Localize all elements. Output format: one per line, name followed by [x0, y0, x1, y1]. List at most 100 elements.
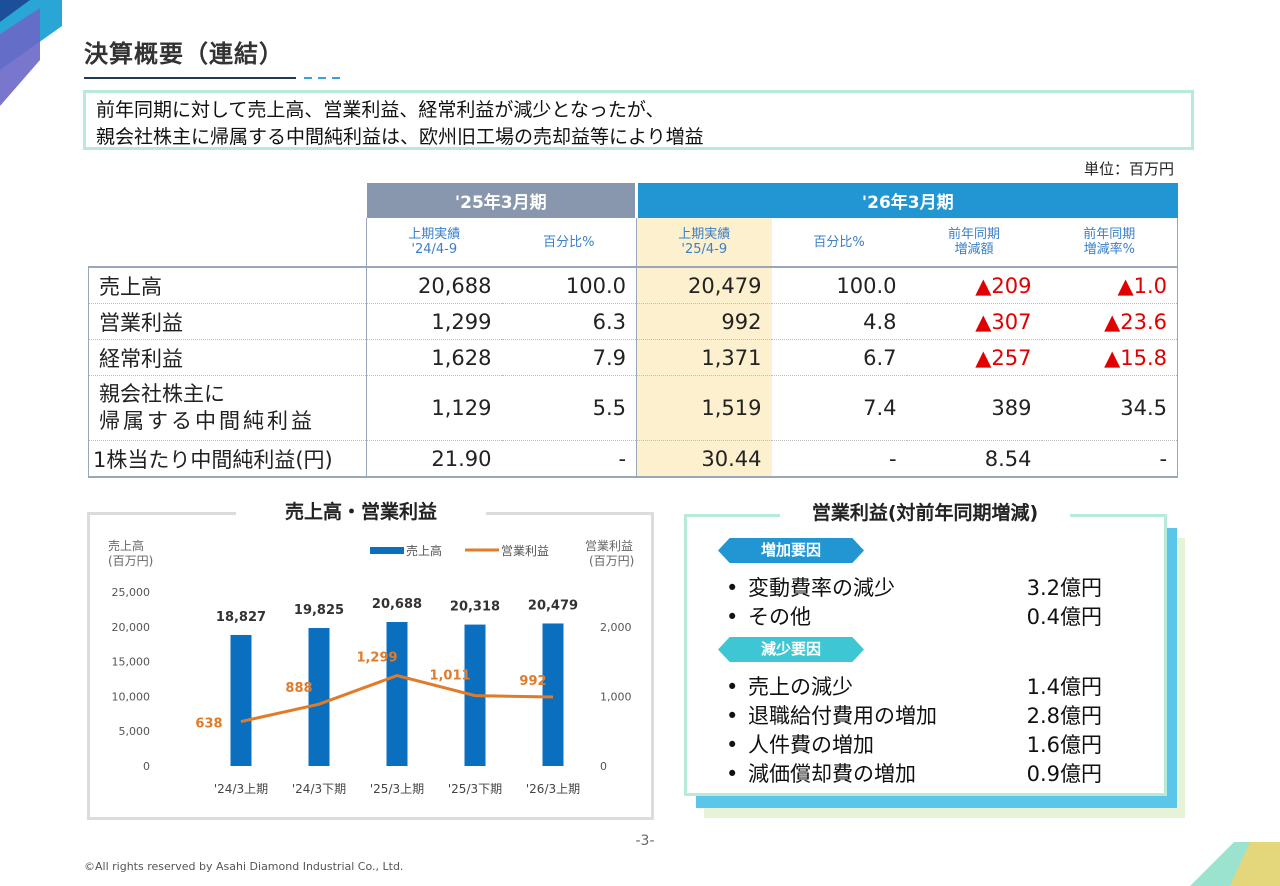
table-row: 1株当たり中間純利益(円) 21.90 - 30.44 - 8.54 - [88, 440, 1179, 478]
cell-prev: 21.90 [366, 440, 502, 478]
cell-prev-pct: 5.5 [501, 375, 637, 441]
x-tick-label: '24/3上期 [214, 782, 268, 796]
table-row: 経常利益 1,628 7.9 1,371 6.7 ▲257 ▲15.8 [88, 339, 1179, 376]
cell-prev-pct: 7.9 [501, 339, 637, 376]
cell-curr: 30.44 [636, 440, 772, 478]
col-curr-pct: 百分比% [771, 218, 907, 268]
cell-diff: ▲257 [906, 339, 1042, 376]
cell-curr-pct: - [771, 440, 907, 478]
period-curr-header: '26年3月期 [635, 183, 1178, 218]
list-item: • 変動費率の減少 3.2億円 [726, 576, 1102, 600]
copyright-notice: ©All rights reserved by Asahi Diamond In… [84, 860, 404, 873]
cell-prev-pct: 6.3 [501, 303, 637, 340]
cell-prev-pct: - [501, 440, 637, 478]
operating-profit-line [240, 674, 554, 724]
cell-prev-pct: 100.0 [501, 267, 637, 304]
y-left-tick-label: 25,000 [112, 586, 151, 599]
row-label: 1株当たり中間純利益(円) [88, 440, 367, 478]
sales-bar-label: 18,827 [216, 610, 266, 625]
x-tick-label: '24/3下期 [292, 782, 346, 796]
summary-line-2: 親会社株主に帰属する中間純利益は、欧州旧工場の売却益等により増益 [96, 126, 704, 148]
row-label: 売上高 [88, 267, 367, 304]
profit-point-label: 992 [519, 674, 546, 689]
profit-point-label: 638 [195, 717, 222, 732]
cell-curr: 992 [636, 303, 772, 340]
y-right-tick-label: 0 [600, 760, 607, 773]
cell-diff: 8.54 [906, 440, 1042, 478]
y-left-tick-label: 15,000 [112, 656, 151, 669]
list-item: • 売上の減少 1.4億円 [726, 675, 1102, 699]
y-right-tick-label: 1,000 [600, 690, 632, 703]
col-prev-actual: 上期実績 '24/4-9 [366, 218, 502, 268]
period-prev-header: '25年3月期 [366, 183, 637, 218]
sales-bar-label: 19,825 [294, 603, 344, 618]
legend-label-sales: 売上高 [406, 543, 442, 558]
cell-diff: ▲307 [906, 303, 1042, 340]
y-left-tick-label: 20,000 [112, 621, 151, 634]
list-item: • 人件費の増加 1.6億円 [726, 733, 1102, 757]
legend-label-profit: 営業利益 [501, 544, 549, 558]
cell-curr: 20,479 [636, 267, 772, 304]
list-item: • 減価償却費の増加 0.9億円 [726, 762, 1102, 786]
summary-box: 前年同期に対して売上高、営業利益、経常利益が減少となったが、 親会社株主に帰属す… [83, 90, 1194, 150]
y-left-tick-label: 5,000 [119, 725, 151, 738]
sales-bar [308, 628, 330, 766]
table-row: 営業利益 1,299 6.3 992 4.8 ▲307 ▲23.6 [88, 303, 1179, 340]
sales-bar [542, 623, 564, 766]
profit-point-label: 1,011 [429, 669, 470, 684]
y-axis-left-unit: (百万円) [108, 554, 153, 568]
title-underline [84, 77, 296, 79]
table-row: 親会社株主に 帰属する中間純利益 1,129 5.5 1,519 7.4 389 … [88, 375, 1179, 441]
x-tick-label: '25/3下期 [448, 782, 502, 796]
page-title: 決算概要（連結） [84, 40, 284, 68]
row-label: 営業利益 [88, 303, 367, 340]
y-left-tick-label: 0 [143, 760, 150, 773]
col-diff: 前年同期 増減額 [906, 218, 1042, 268]
unit-label: 単位：百万円 [1083, 160, 1174, 178]
cell-curr-pct: 7.4 [771, 375, 907, 441]
sales-bar [386, 622, 408, 766]
col-rate: 前年同期 増減率% [1041, 218, 1179, 268]
table-header-period-row: '25年3月期 '26年3月期 [89, 183, 1178, 218]
col-prev-pct: 百分比% [501, 218, 637, 268]
results-table: '25年3月期 '26年3月期 上期実績 '24/4-9 百分比% 上期実績 '25… [88, 183, 1179, 478]
summary-line-1: 前年同期に対して売上高、営業利益、経常利益が減少となったが、 [96, 99, 665, 121]
col-curr-actual: 上期実績 '25/4-9 [636, 218, 772, 268]
y-axis-right-label: 営業利益 [585, 539, 633, 553]
cell-rate: ▲23.6 [1041, 303, 1179, 340]
row-label: 親会社株主に 帰属する中間純利益 [88, 375, 367, 441]
legend-swatch-sales [370, 547, 404, 554]
cell-rate: ▲15.8 [1041, 339, 1179, 376]
cell-diff: ▲209 [906, 267, 1042, 304]
cell-rate: - [1041, 440, 1179, 478]
x-tick-label: '25/3上期 [370, 782, 424, 796]
cell-prev: 1,299 [366, 303, 502, 340]
cell-diff: 389 [906, 375, 1042, 441]
cell-rate: ▲1.0 [1041, 267, 1179, 304]
cell-curr-pct: 6.7 [771, 339, 907, 376]
sales-bar-label: 20,688 [372, 597, 422, 612]
cell-prev: 1,129 [366, 375, 502, 441]
sales-profit-chart: 売上高(百万円)営業利益(百万円)05,00010,00015,00020,00… [108, 538, 634, 796]
x-tick-label: '26/3上期 [526, 782, 580, 796]
y-axis-left-label: 売上高 [108, 538, 144, 553]
sales-bar-label: 20,318 [450, 600, 500, 615]
table-row: 売上高 20,688 100.0 20,479 100.0 ▲209 ▲1.0 [88, 267, 1179, 304]
chart-title: 売上高・営業利益 [236, 497, 486, 524]
sales-bar [230, 634, 252, 766]
table-header-columns-row: 上期実績 '24/4-9 百分比% 上期実績 '25/4-9 百分比% 前年同期 増減… [88, 218, 1179, 268]
sales-bar-label: 20,479 [528, 598, 578, 613]
y-right-tick-label: 2,000 [600, 621, 632, 634]
cell-prev: 1,628 [366, 339, 502, 376]
cell-curr: 1,371 [636, 339, 772, 376]
y-left-tick-label: 10,000 [112, 690, 151, 703]
row-label: 経常利益 [88, 339, 367, 376]
cell-curr-pct: 4.8 [771, 303, 907, 340]
cell-curr-pct: 100.0 [771, 267, 907, 304]
y-axis-right-unit: (百万円) [589, 554, 634, 568]
title-underline-dashes [304, 77, 344, 79]
increase-factors-tag: 増加要因 [718, 538, 864, 563]
page-number: -3- [635, 833, 655, 849]
corner-decoration [1190, 842, 1280, 886]
cell-rate: 34.5 [1041, 375, 1179, 441]
